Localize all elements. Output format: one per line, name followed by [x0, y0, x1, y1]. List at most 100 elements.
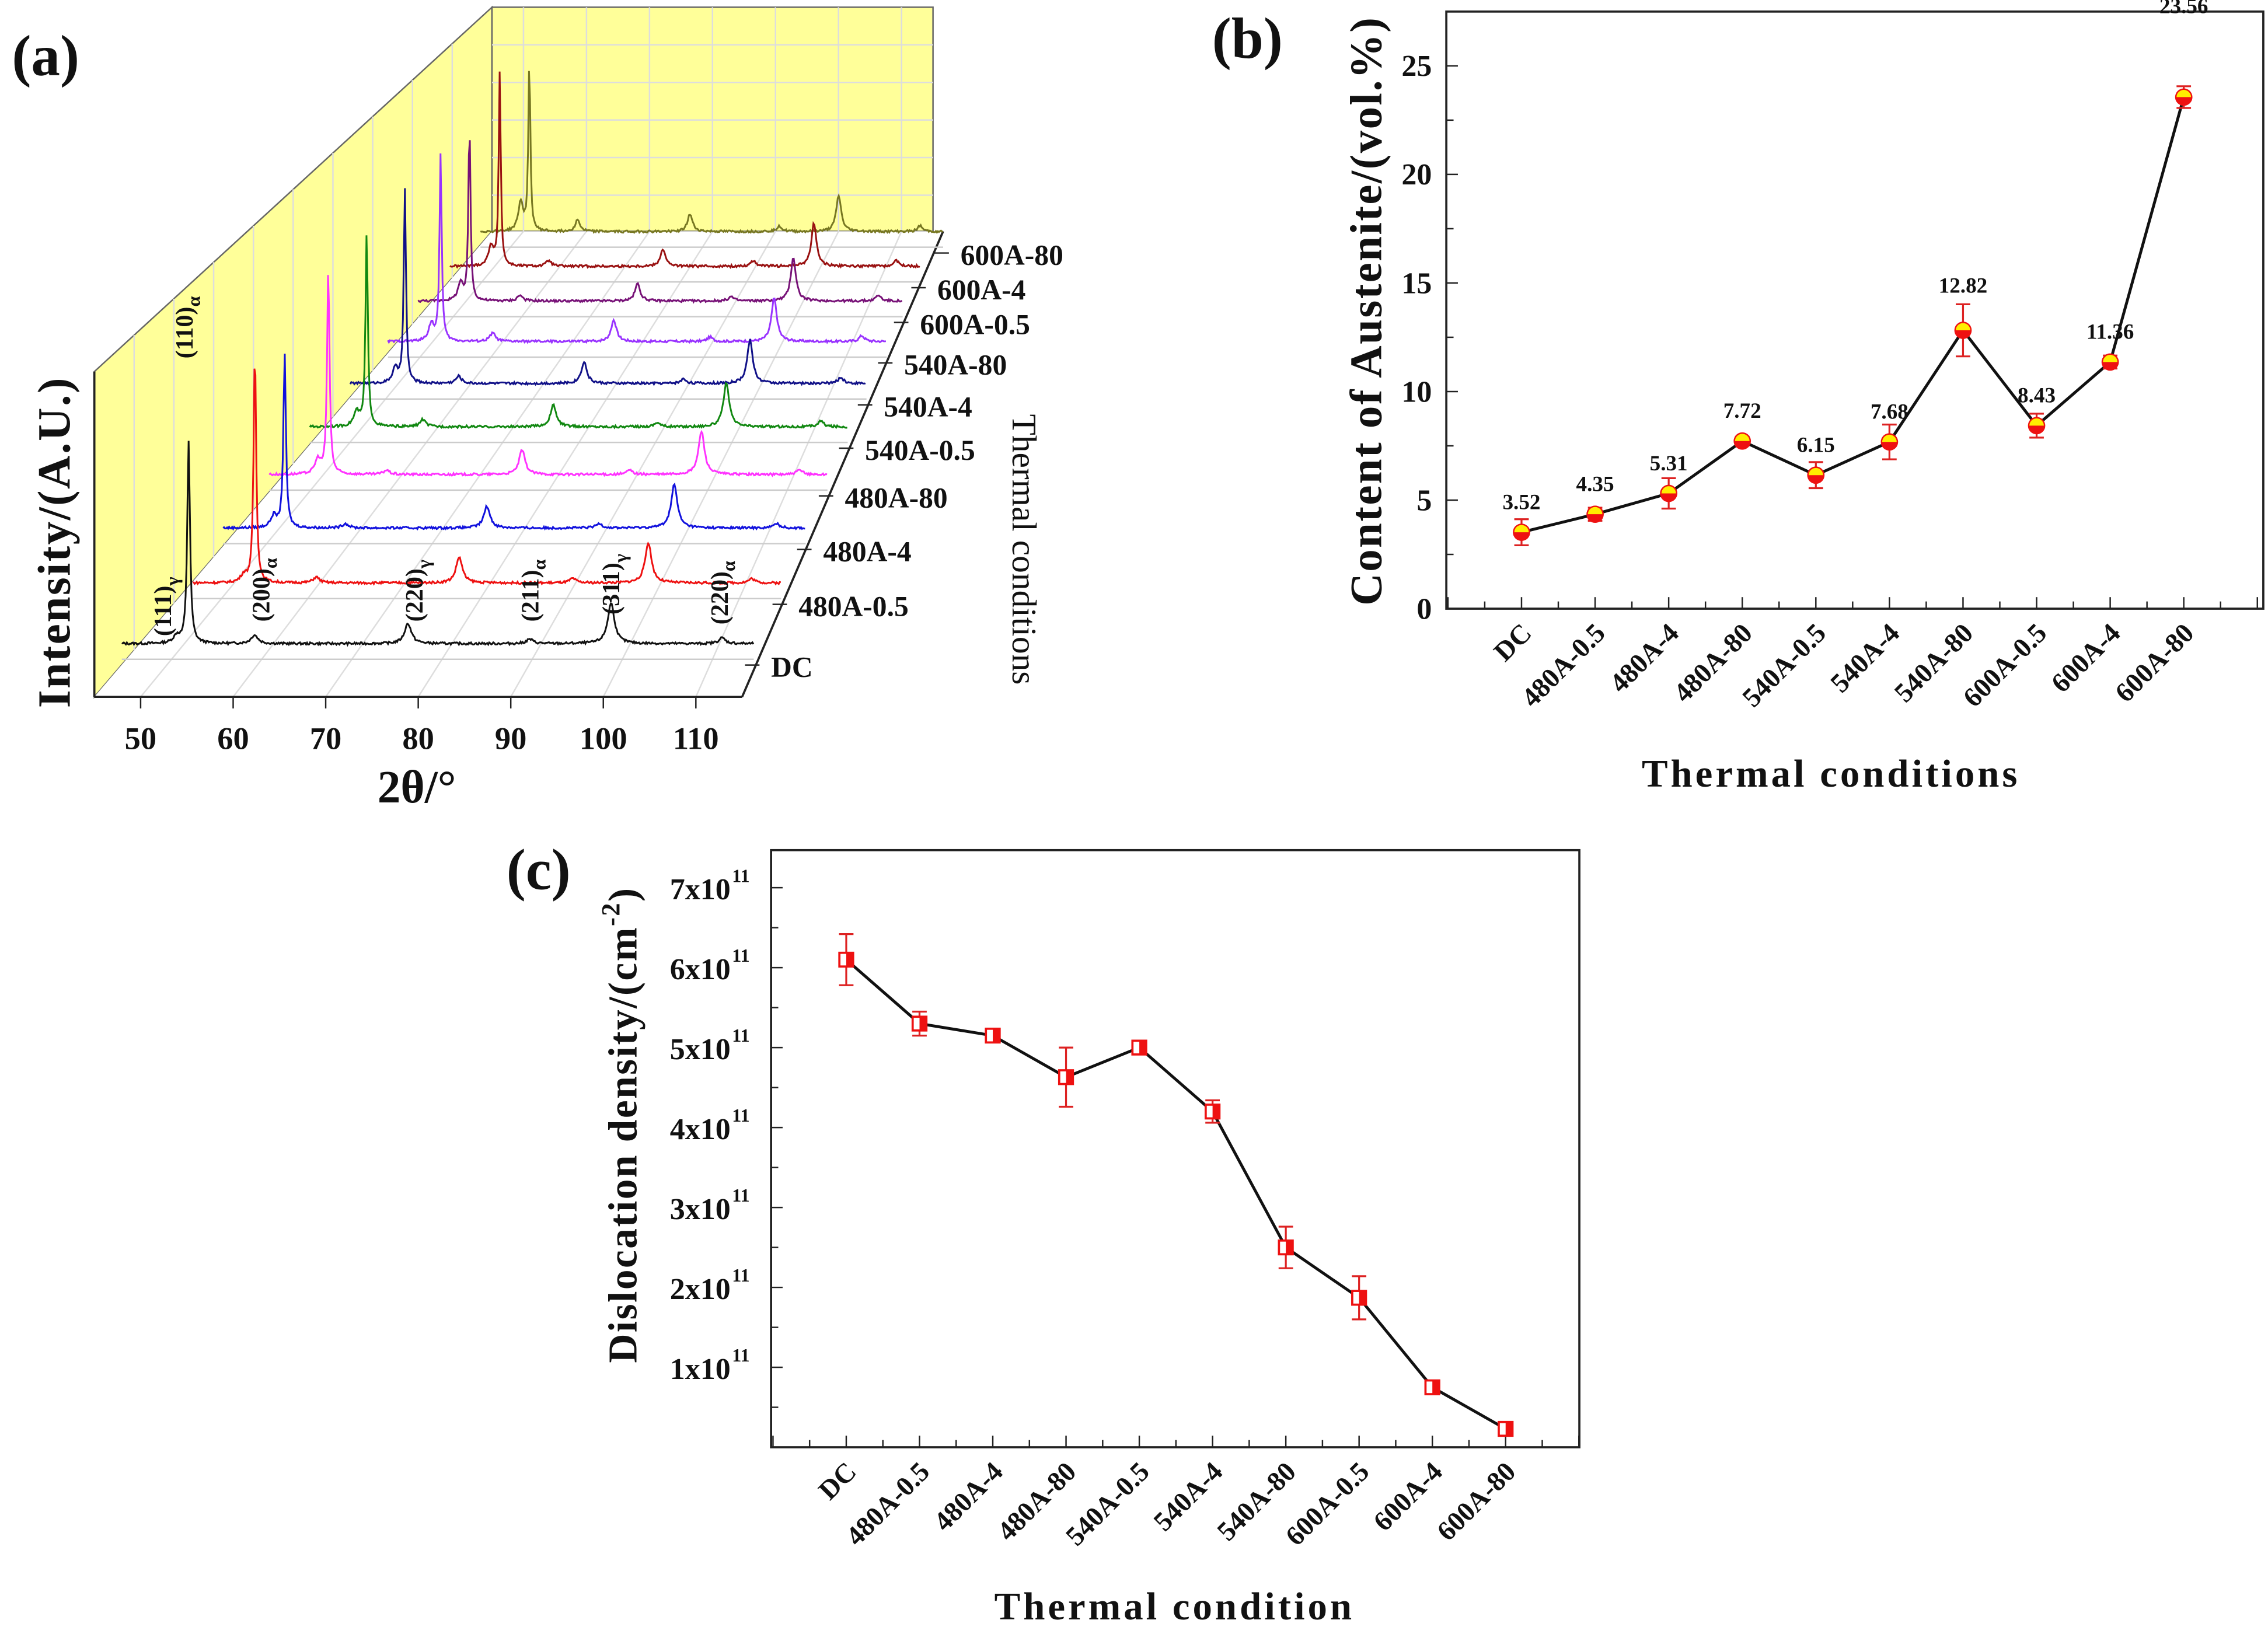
x-tick-label: 60 [217, 720, 249, 756]
floor-gridline [139, 231, 524, 697]
x-tick-label: 100 [580, 720, 627, 756]
data-label: 7.72 [1723, 399, 1761, 423]
floor-gridline [602, 231, 839, 697]
y-tick-exponent: 11 [732, 945, 749, 966]
peak-label-plane: (111) [149, 586, 177, 637]
xrd-trace-600A-0.5 [417, 140, 903, 304]
peak-label: (110)α [171, 296, 204, 359]
data-point-hollow [1426, 1381, 1433, 1394]
peak-label-plane: (220) [706, 571, 734, 624]
data-point-highlight [1956, 323, 1970, 331]
x-tick-label: 110 [673, 720, 719, 756]
peak-label-phase: α [529, 559, 550, 570]
x-tick-label: 50 [125, 720, 157, 756]
panel-label-c: (c) [507, 839, 571, 902]
y-tick-label: 20 [1401, 158, 1432, 191]
depth-label: 540A-80 [904, 349, 1007, 381]
series-line [1521, 96, 2186, 534]
y-tick-exponent: 11 [732, 1105, 749, 1126]
xrd-trace-540A-80 [387, 153, 887, 345]
panel-b-austenite-chart: DC480A-0.5480A-4480A-80540A-0.5540A-4540… [1401, 0, 2264, 713]
x-tick-label: 600A-80 [2109, 618, 2200, 708]
peak-label-phase: γ [413, 560, 434, 569]
depth-label: DC [771, 651, 813, 683]
y-tick-mantissa: 1x10 [670, 1353, 731, 1386]
peak-label-plane: (220) [401, 568, 428, 622]
data-label: 4.35 [1576, 473, 1614, 497]
y-tick-mantissa: 6x10 [670, 953, 731, 986]
xrd-trace-540A-4 [349, 188, 866, 386]
x-tick-label: 70 [310, 720, 342, 756]
xrd-trace-600A-80 [480, 71, 944, 234]
data-point-hollow [1499, 1423, 1506, 1435]
data-point-highlight [2029, 418, 2044, 426]
y-tick-exponent: 11 [732, 1345, 749, 1366]
y-tick-label: 6x10 [670, 953, 731, 986]
y-tick-label: 2x10 [670, 1273, 731, 1306]
x-tick-label: DC [1488, 618, 1538, 668]
xrd-trace-DC [121, 441, 755, 647]
y-tick-label: 5x10 [670, 1033, 731, 1066]
data-point-highlight [1587, 507, 1603, 515]
y-tick-exponent: 11 [732, 1265, 749, 1286]
peak-label-plane: (211) [517, 570, 544, 622]
y-tick-label: 1x10 [670, 1353, 731, 1386]
peak-label: (311)γ [598, 554, 630, 614]
depth-label: 480A-80 [845, 482, 947, 514]
floor-gridline [695, 231, 902, 697]
peak-label: (220)α [706, 561, 739, 624]
y-tick-label: 7x10 [670, 873, 731, 906]
peak-label: (200)α [247, 558, 280, 622]
y-tick-mantissa: 3x10 [670, 1193, 731, 1226]
data-point-highlight [1514, 525, 1529, 533]
panel-c-y-title-main: Dislocation density/(cm [601, 926, 646, 1363]
depth-label: 540A-4 [884, 391, 972, 423]
xrd-trace-480A-4 [222, 353, 805, 531]
peak-label-plane: (200) [247, 568, 275, 622]
data-point-highlight [1661, 486, 1676, 494]
xrd-trace-480A-80 [268, 275, 828, 477]
depth-label: 480A-4 [823, 535, 911, 567]
floor-gridline [232, 231, 587, 697]
y-tick-label: 25 [1401, 50, 1432, 83]
floor-gridline [510, 231, 776, 697]
panel-label-b: (b) [1212, 7, 1283, 71]
y-tick-mantissa: 7x10 [670, 873, 731, 906]
panel-c-y-title-end: ) [601, 886, 646, 902]
panel-b-x-title: Thermal conditions [1642, 752, 2020, 795]
depth-label: 600A-4 [937, 274, 1025, 306]
data-label: 11.36 [2086, 320, 2134, 344]
data-point-hollow [913, 1018, 920, 1029]
peak-label-phase: γ [609, 554, 630, 563]
data-label: 8.43 [2018, 384, 2056, 408]
y-tick-label: 4x10 [670, 1113, 731, 1146]
data-label: 5.31 [1650, 452, 1688, 476]
data-point-hollow [840, 954, 846, 966]
panel-b-y-title: Content of Austenite/(vol.%) [1342, 16, 1391, 606]
y-tick-label: 15 [1401, 267, 1432, 300]
data-point-highlight [2103, 354, 2117, 362]
y-tick-mantissa: 5x10 [670, 1033, 731, 1066]
y-tick-label: 10 [1401, 375, 1432, 408]
data-point-highlight [1735, 434, 1750, 441]
depth-axis-line [741, 231, 944, 697]
x-tick-label: 600A-80 [1431, 1457, 1522, 1547]
y-tick-exponent: 11 [732, 1025, 749, 1046]
data-label: 6.15 [1797, 434, 1835, 458]
panel-c-y-title-sup: -2 [596, 902, 625, 926]
data-point-highlight [2176, 90, 2192, 97]
xrd-trace-600A-4 [449, 71, 920, 269]
floor-gridline [325, 231, 650, 697]
data-label: 7.68 [1871, 400, 1908, 424]
depth-label: 480A-0.5 [798, 590, 909, 622]
xrd-trace-540A-0.5 [309, 235, 848, 430]
data-label: 23.56 [2159, 0, 2208, 19]
panel-a-z-title: Thermal conditions [1005, 414, 1044, 685]
peak-label-phase: α [260, 558, 281, 568]
panel-a-x-title: 2θ/° [378, 762, 456, 813]
peak-label-phase: γ [161, 577, 182, 586]
plot-frame [1445, 10, 2264, 610]
series-line [845, 958, 1506, 1430]
